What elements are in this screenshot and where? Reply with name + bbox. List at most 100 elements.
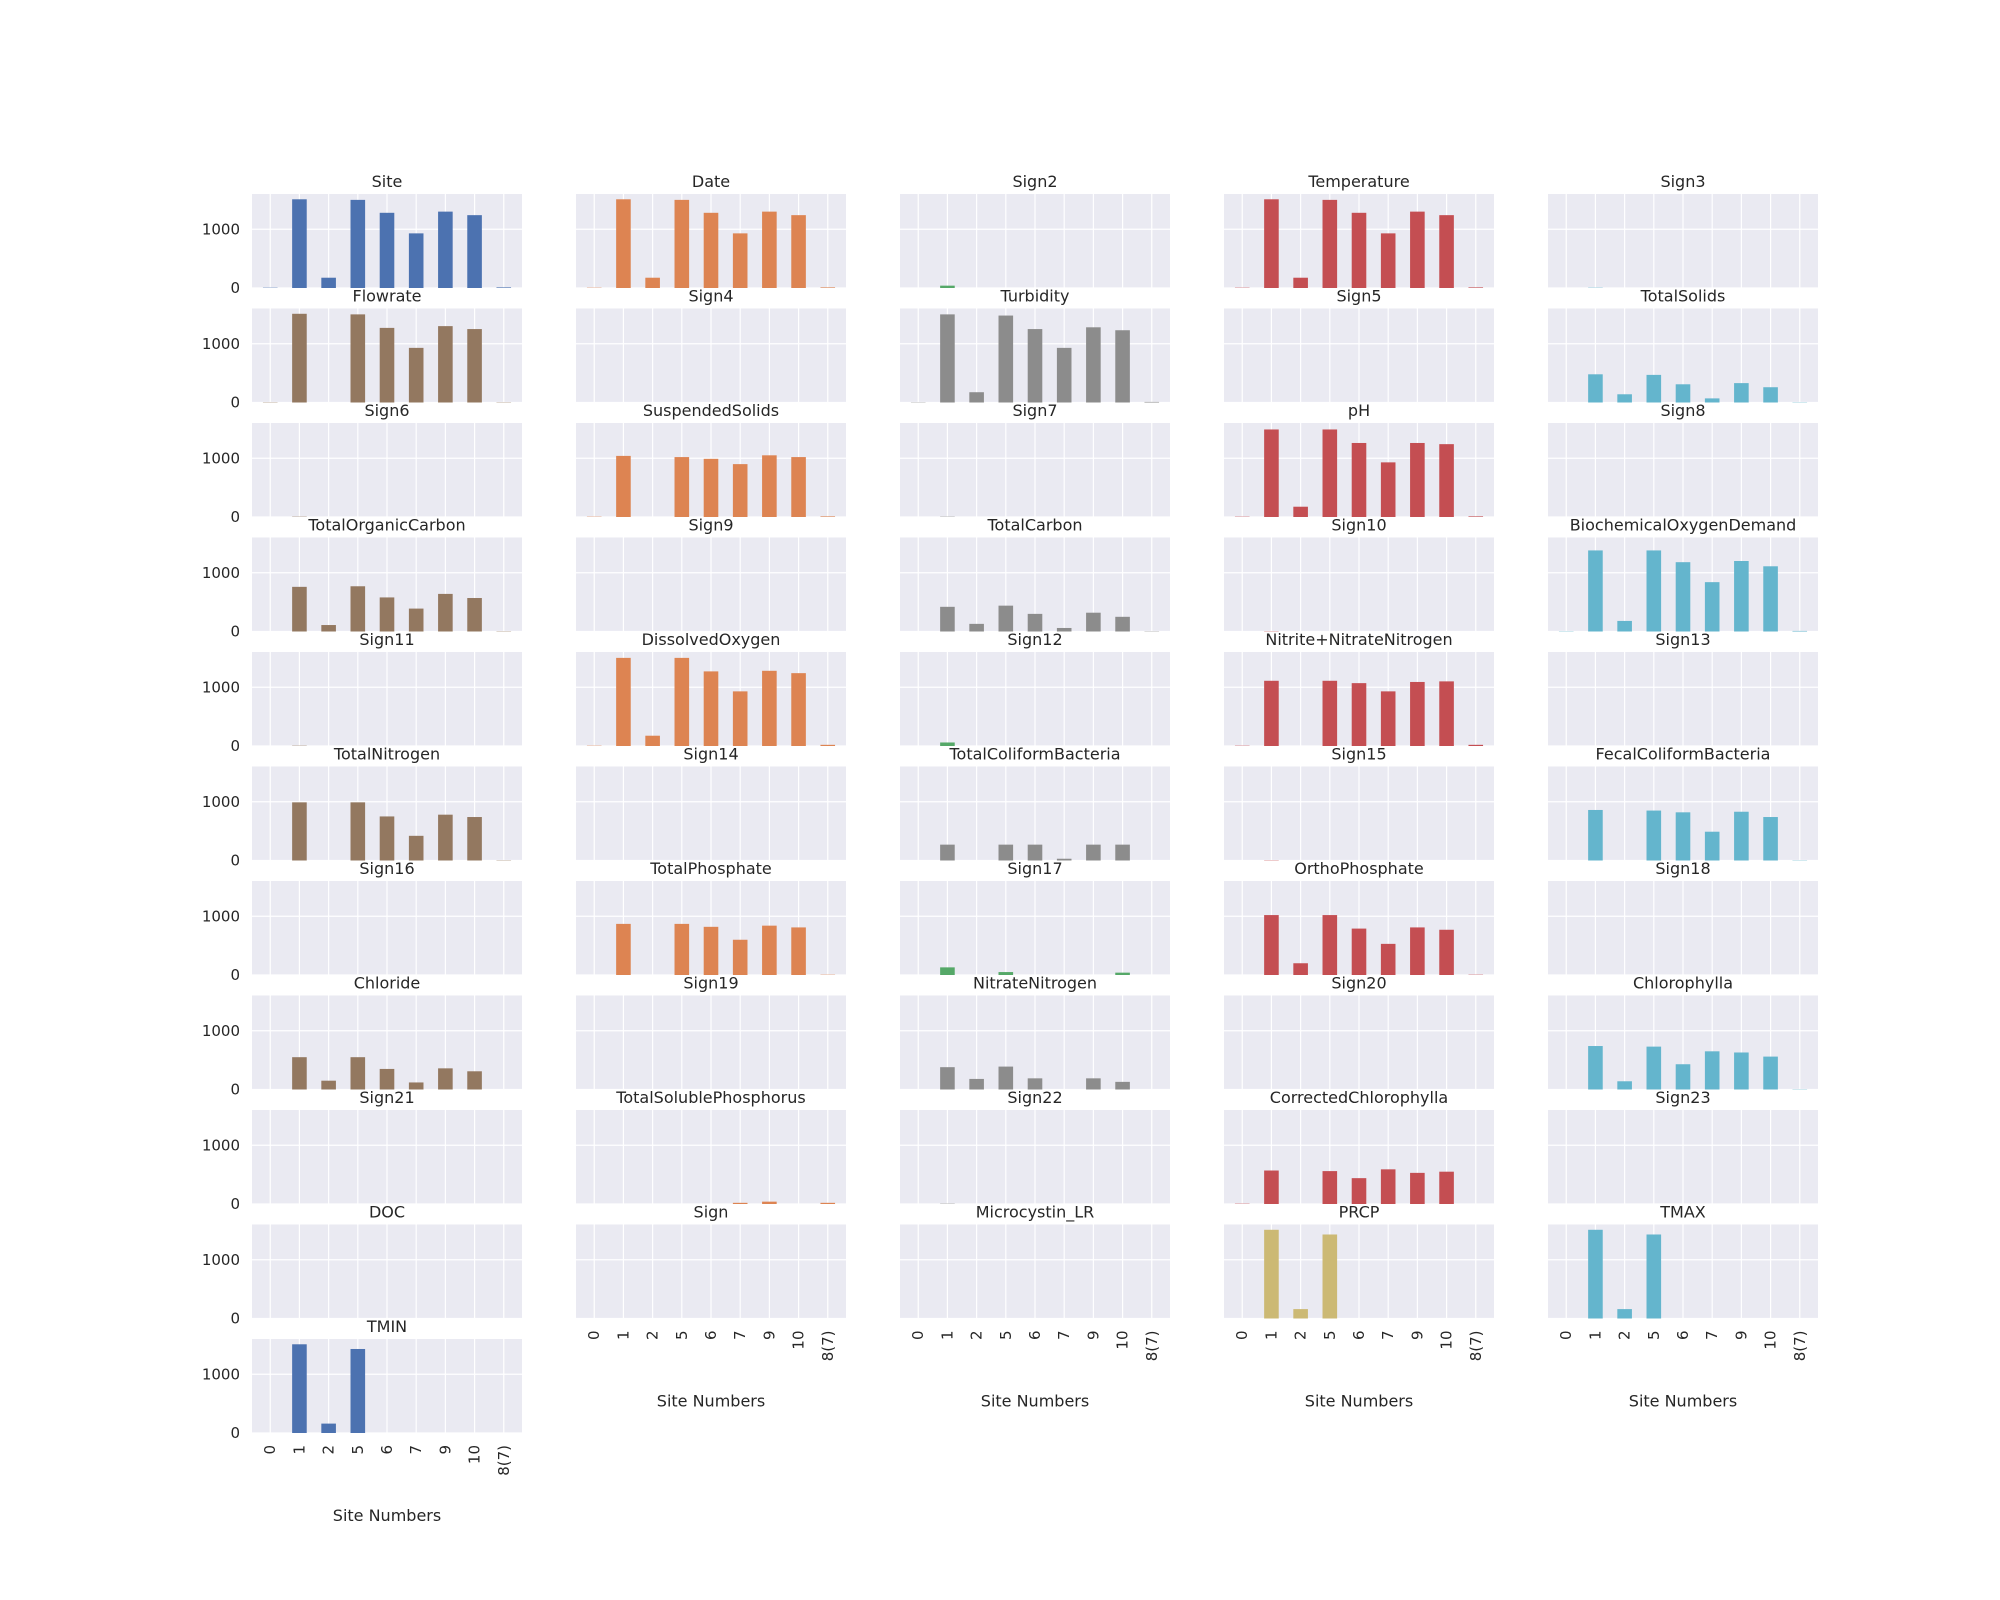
panel-title: Sign9 — [688, 516, 733, 535]
bar-5 — [1646, 550, 1662, 632]
bar-5 — [1322, 199, 1338, 288]
x-tick-label: 2 — [644, 1331, 662, 1341]
bar-7 — [1704, 398, 1720, 403]
bar-10 — [1439, 215, 1454, 288]
panel-title: FecalColiformBacteria — [1596, 745, 1771, 764]
bar-5 — [350, 1057, 366, 1090]
x-tick-label: 2 — [968, 1331, 986, 1341]
panel-title: TotalNitrogen — [333, 745, 440, 764]
y-tick-label: 1000 — [202, 1365, 240, 1383]
y-tick-label: 0 — [230, 279, 240, 297]
bar-10 — [1763, 566, 1778, 632]
panel-chlorophylla: Chlorophylla — [1548, 974, 1818, 1091]
panel-title: PRCP — [1339, 1203, 1380, 1222]
bar-7 — [1380, 462, 1396, 517]
bar-6 — [1675, 1064, 1691, 1090]
x-tick-label: 7 — [731, 1331, 749, 1341]
x-tick-label: 2 — [1292, 1331, 1310, 1341]
x-tick-label: 1 — [938, 1331, 956, 1341]
bar-5 — [1322, 680, 1338, 746]
bar-5 — [350, 1348, 366, 1433]
bar-1 — [940, 314, 955, 403]
panel-title: Sign19 — [683, 974, 738, 993]
bar-2 — [969, 1078, 984, 1090]
x-tick-label: 10 — [1114, 1331, 1132, 1350]
bar-2 — [321, 1080, 336, 1090]
x-tick-label: 6 — [702, 1331, 720, 1341]
panel-sign7: Sign7 — [900, 401, 1170, 518]
bar-6 — [379, 1068, 395, 1090]
bar-1 — [1588, 1229, 1603, 1319]
x-axis-label: Site Numbers — [1629, 1392, 1737, 1411]
panel-title: Sign4 — [688, 287, 733, 306]
bar-2 — [1293, 277, 1308, 288]
bar-5 — [1322, 429, 1338, 517]
x-axis-label: Site Numbers — [981, 1392, 1089, 1411]
y-tick-label: 0 — [230, 1081, 240, 1099]
x-tick-label: 9 — [1408, 1331, 1426, 1341]
bar-9 — [762, 211, 777, 288]
y-tick-label: 1000 — [202, 1251, 240, 1269]
x-tick-label: 6 — [378, 1445, 396, 1455]
bar-1 — [616, 199, 631, 288]
panel-title: Sign18 — [1655, 859, 1710, 878]
panel-title: SuspendedSolids — [643, 401, 779, 420]
bar-10 — [1763, 1056, 1778, 1090]
bar-9 — [438, 326, 453, 403]
panel-title: Sign6 — [364, 401, 409, 420]
bar-5 — [350, 586, 366, 632]
panel-title: pH — [1348, 401, 1370, 420]
panel-title: TotalOrganicCarbon — [307, 516, 465, 535]
bar-9 — [438, 1068, 453, 1090]
bar-2 — [1293, 506, 1308, 517]
bar-7 — [1704, 1051, 1720, 1090]
bar-6 — [1027, 844, 1043, 861]
bar-2 — [969, 623, 984, 632]
y-tick-label: 1000 — [202, 220, 240, 238]
bar-6 — [379, 597, 395, 632]
panel-suspendedsolids: SuspendedSolids — [576, 401, 846, 518]
panel-title: Chloride — [354, 974, 421, 993]
x-tick-label: 0 — [909, 1331, 927, 1341]
panel-title: NitrateNitrogen — [973, 974, 1097, 993]
panel-sign5: Sign5 — [1224, 287, 1494, 404]
panel-totalorganiccarbon: TotalOrganicCarbon 0 1000 — [202, 516, 522, 641]
y-tick-label: 1000 — [202, 907, 240, 925]
bar-6 — [1675, 812, 1691, 861]
x-tick-label: 0 — [1557, 1331, 1575, 1341]
x-tick-label: 0 — [585, 1331, 603, 1341]
panel-title: Microcystin_LR — [976, 1203, 1095, 1223]
bar-10 — [1763, 817, 1778, 861]
bar-6 — [1351, 442, 1367, 517]
bar-10 — [467, 598, 482, 632]
bar-7 — [408, 347, 424, 403]
y-tick-label: 0 — [230, 1195, 240, 1213]
x-tick-label: 9 — [1084, 1331, 1102, 1341]
panel-chloride: Chloride 0 1000 — [202, 974, 522, 1099]
bar-5 — [998, 1066, 1014, 1090]
panel-title: Nitrite+NitrateNitrogen — [1265, 630, 1452, 649]
panel-temperature: Temperature — [1224, 172, 1494, 289]
panel-totalsolublephosphorus: TotalSolublePhosphorus — [576, 1088, 846, 1205]
bar-5 — [350, 199, 366, 288]
x-tick-label: 9 — [436, 1445, 454, 1455]
bar-8(7) — [820, 287, 836, 288]
bar-1 — [1588, 809, 1603, 861]
bar-2 — [1617, 1081, 1632, 1090]
bar-6 — [379, 816, 395, 861]
panel-doc: DOC 0 1000 — [202, 1203, 522, 1328]
panel-sign17: Sign17 — [900, 859, 1170, 976]
bar-1 — [292, 1344, 307, 1433]
y-tick-label: 1000 — [202, 335, 240, 353]
panel-sign21: Sign21 0 1000 — [202, 1088, 522, 1213]
bar-5 — [998, 844, 1014, 861]
bar-2 — [1617, 394, 1632, 403]
x-tick-label: 8(7) — [1791, 1331, 1809, 1362]
panel-title: Sign21 — [359, 1088, 414, 1107]
panel-sign23: Sign23 — [1548, 1088, 1818, 1205]
y-tick-label: 1000 — [202, 678, 240, 696]
x-tick-label: 0 — [1233, 1331, 1251, 1341]
bar-2 — [321, 1423, 336, 1433]
panel-title: Sign2 — [1012, 172, 1057, 191]
